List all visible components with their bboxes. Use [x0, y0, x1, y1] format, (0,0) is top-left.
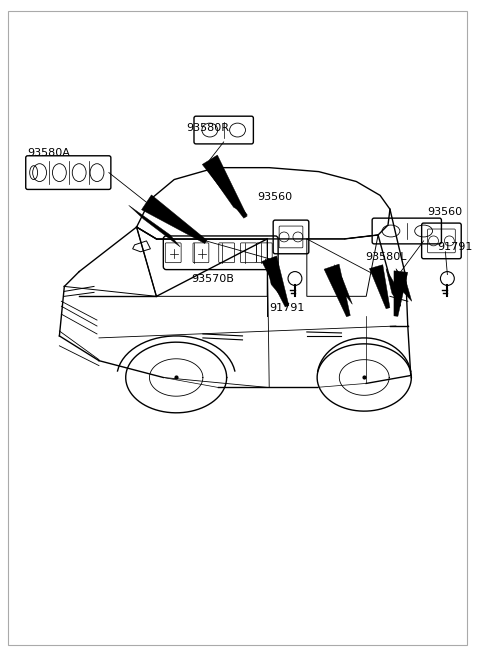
- Text: 93580L: 93580L: [365, 252, 407, 262]
- Polygon shape: [265, 258, 281, 297]
- Polygon shape: [129, 205, 180, 247]
- Polygon shape: [386, 268, 401, 306]
- Polygon shape: [394, 271, 408, 316]
- Polygon shape: [396, 268, 412, 301]
- Text: 91791: 91791: [437, 242, 473, 252]
- Polygon shape: [202, 155, 247, 218]
- Polygon shape: [335, 264, 352, 304]
- Text: 91791: 91791: [269, 303, 305, 313]
- Text: 93580A: 93580A: [28, 148, 71, 158]
- Polygon shape: [370, 265, 390, 309]
- Text: 93560: 93560: [258, 192, 293, 202]
- Text: 93580R: 93580R: [186, 123, 229, 133]
- Text: 93570B: 93570B: [192, 274, 234, 283]
- Text: 93560: 93560: [428, 207, 463, 217]
- Polygon shape: [262, 256, 289, 307]
- Polygon shape: [324, 264, 350, 317]
- Polygon shape: [206, 168, 248, 215]
- Polygon shape: [142, 195, 207, 243]
